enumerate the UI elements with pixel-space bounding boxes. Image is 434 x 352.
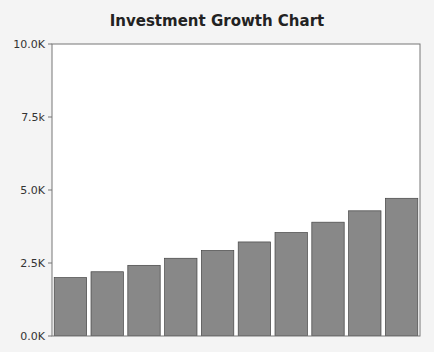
bar: [165, 258, 197, 336]
y-tick: [48, 336, 52, 337]
bar: [312, 222, 344, 336]
bar: [91, 272, 123, 336]
plot-frame: [52, 44, 420, 336]
bar: [349, 211, 381, 336]
bar: [54, 278, 86, 336]
y-tick: [48, 117, 52, 118]
y-tick-label: 5.0K: [20, 184, 45, 197]
y-tick-label: 7.5k: [21, 111, 45, 124]
chart: Investment Growth Chart 0.0K 2.5K 5.0K 7.5k 1…: [0, 0, 434, 352]
bar: [238, 242, 270, 336]
y-tick-label: 0.0K: [20, 330, 45, 343]
bar: [275, 233, 307, 336]
plot-area: [52, 44, 420, 336]
y-tick: [48, 263, 52, 264]
y-tick-label: 2.5K: [20, 257, 45, 270]
y-tick-label: 10.0K: [13, 38, 45, 51]
bar: [385, 198, 417, 336]
bars: [54, 198, 418, 336]
bar: [201, 250, 233, 336]
background: [0, 0, 434, 352]
y-tick: [48, 190, 52, 191]
bar: [128, 265, 160, 336]
title: Investment Growth Chart: [110, 12, 325, 30]
y-tick: [48, 44, 52, 45]
